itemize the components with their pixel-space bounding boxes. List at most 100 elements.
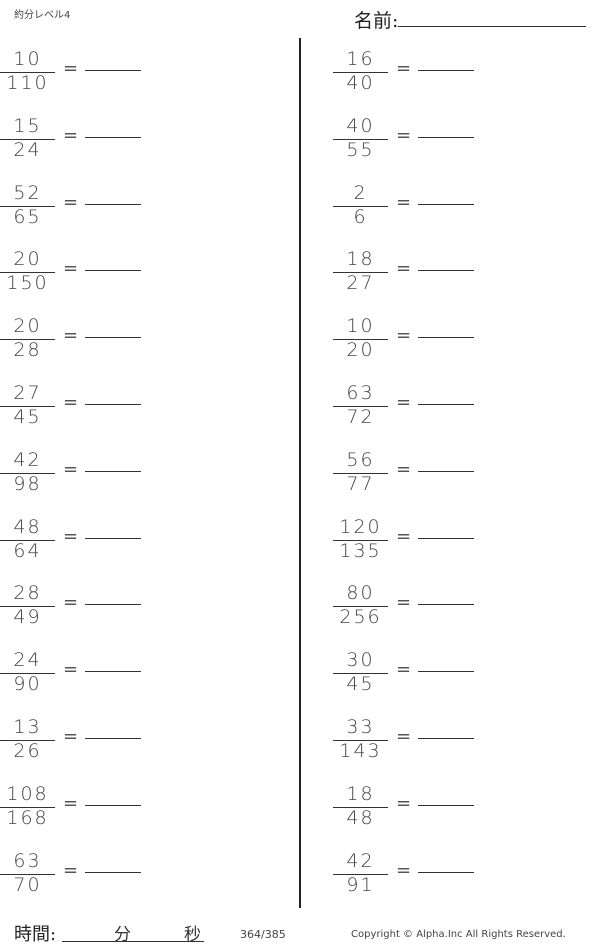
fraction-problem: 48 64 =: [0, 516, 150, 576]
numerator: 24: [13, 649, 42, 672]
denominator: 24: [13, 138, 42, 161]
denominator: 55: [346, 138, 375, 161]
equals-sign: =: [396, 258, 412, 280]
fraction-problem: 13 26 =: [0, 716, 150, 776]
equals-sign: =: [63, 659, 79, 681]
equals-sign: =: [63, 325, 79, 347]
fraction-bar: [0, 606, 55, 608]
numerator: 13: [13, 716, 42, 738]
fraction-problem: 10 20 =: [333, 315, 483, 375]
equals-sign: =: [396, 392, 412, 413]
equals-sign: =: [396, 592, 412, 614]
fraction-problem: 15 24 =: [0, 115, 150, 175]
fraction-bar: [333, 406, 388, 407]
fraction-problem: 52 65 =: [0, 182, 150, 242]
answer-line[interactable]: [85, 537, 141, 539]
denominator: 45: [13, 406, 42, 428]
answer-line[interactable]: [418, 671, 474, 673]
fraction-problem: 10 110 =: [0, 48, 150, 108]
denominator: 143: [339, 740, 382, 762]
equals-sign: =: [396, 325, 412, 347]
answer-line[interactable]: [85, 136, 141, 138]
fraction-bar: [0, 740, 55, 741]
numerator: 108: [6, 782, 49, 805]
answer-line[interactable]: [85, 337, 141, 339]
fraction-bar: [333, 339, 388, 341]
name-field-line[interactable]: [398, 26, 586, 27]
answer-line[interactable]: [418, 136, 474, 138]
numerator: 42: [13, 448, 42, 471]
fraction-problem: 2 6 =: [333, 182, 483, 242]
numerator: 10: [346, 315, 375, 338]
answer-line[interactable]: [418, 738, 474, 739]
denominator: 168: [6, 806, 49, 829]
fraction-bar: [333, 472, 388, 474]
denominator: 26: [13, 740, 42, 762]
answer-line[interactable]: [85, 804, 141, 806]
fraction-problem: 108 168 =: [0, 783, 150, 843]
answer-line[interactable]: [418, 70, 474, 71]
answer-line[interactable]: [85, 738, 141, 739]
answer-line[interactable]: [418, 203, 474, 205]
denominator: 20: [346, 339, 375, 362]
numerator: 16: [346, 48, 375, 70]
answer-line[interactable]: [418, 604, 474, 606]
equals-sign: =: [63, 592, 79, 614]
numerator: 63: [346, 382, 375, 404]
fraction-bar: [0, 205, 55, 207]
denominator: 256: [339, 606, 382, 629]
fraction-bar: [333, 205, 388, 207]
answer-line[interactable]: [85, 270, 141, 272]
equals-sign: =: [396, 659, 412, 681]
name-label: 名前:: [354, 10, 399, 32]
answer-line[interactable]: [418, 470, 474, 472]
denominator: 110: [6, 72, 49, 94]
fraction-problem: 56 77 =: [333, 449, 483, 509]
equals-sign: =: [63, 58, 79, 79]
minutes-label: 分: [114, 925, 131, 945]
fraction-bar: [0, 472, 55, 474]
fraction-problem: 42 91 =: [333, 850, 483, 910]
denominator: 27: [346, 272, 375, 295]
fraction-bar: [333, 72, 388, 73]
fraction-problem: 30 45 =: [333, 649, 483, 709]
fraction-bar: [333, 806, 388, 808]
answer-line[interactable]: [418, 871, 474, 873]
denominator: 70: [13, 873, 42, 896]
equals-sign: =: [396, 58, 412, 79]
numerator: 80: [346, 582, 375, 605]
answer-line[interactable]: [418, 404, 474, 405]
answer-line[interactable]: [85, 470, 141, 472]
numerator: 20: [13, 248, 42, 271]
answer-line[interactable]: [85, 203, 141, 205]
numerator: 28: [13, 582, 42, 605]
answer-line[interactable]: [418, 804, 474, 806]
fraction-bar: [0, 406, 55, 407]
answer-line[interactable]: [85, 404, 141, 405]
numerator: 15: [13, 114, 42, 137]
numerator: 10: [13, 48, 42, 70]
answer-line[interactable]: [85, 604, 141, 606]
numerator: 120: [339, 515, 382, 538]
fraction-bar: [0, 873, 55, 875]
equals-sign: =: [63, 191, 79, 213]
answer-line[interactable]: [85, 671, 141, 673]
answer-line[interactable]: [418, 337, 474, 339]
answer-line[interactable]: [85, 871, 141, 873]
answer-line[interactable]: [418, 537, 474, 539]
seconds-label: 秒: [184, 925, 201, 945]
denominator: 150: [6, 272, 49, 295]
denominator: 72: [346, 406, 375, 428]
fraction-problem: 18 48 =: [333, 783, 483, 843]
answer-line[interactable]: [85, 70, 141, 71]
numerator: 18: [346, 248, 375, 271]
worksheet-title: 約分レベル4: [14, 10, 71, 21]
fraction-bar: [0, 806, 55, 808]
time-field-line[interactable]: [62, 941, 204, 942]
denominator: 40: [346, 72, 375, 94]
fraction-problem: 16 40 =: [333, 48, 483, 108]
equals-sign: =: [396, 525, 412, 547]
equals-sign: =: [63, 392, 79, 413]
answer-line[interactable]: [418, 270, 474, 272]
